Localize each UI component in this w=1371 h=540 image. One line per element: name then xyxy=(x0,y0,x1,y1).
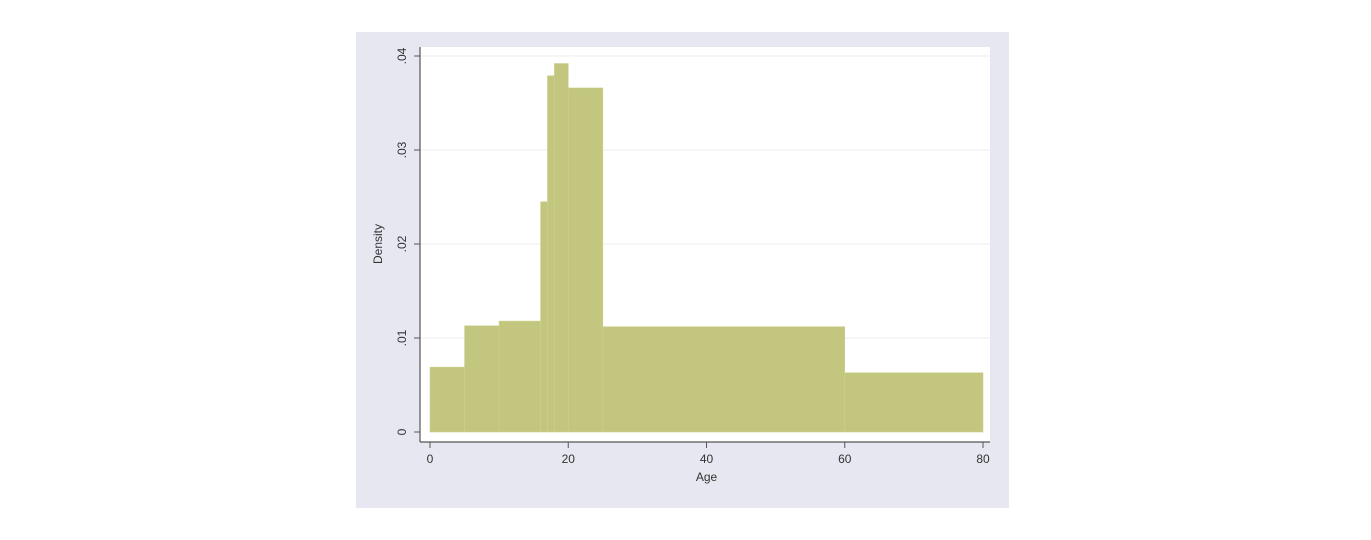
y-tick-label-2: .02 xyxy=(395,235,409,252)
histogram-bar-7 xyxy=(602,326,846,433)
histogram-bar-5 xyxy=(554,63,569,433)
x-tick-label-3: 60 xyxy=(838,452,852,466)
y-tick-label-0: 0 xyxy=(395,428,409,435)
histogram-bar-4 xyxy=(547,75,555,433)
y-tick-label-4: .04 xyxy=(395,47,409,64)
histogram-bar-0 xyxy=(429,366,465,433)
axes: 0 .01 .02 .03 .04 0 20 40 60 80 xyxy=(395,47,990,466)
x-tick-label-2: 40 xyxy=(700,452,714,466)
x-tick-label-1: 20 xyxy=(562,452,576,466)
y-axis-title: Density xyxy=(371,224,385,264)
histogram-bar-6 xyxy=(567,87,604,433)
histogram-bar-2 xyxy=(498,320,541,433)
histogram-chart: 0 .01 .02 .03 .04 0 20 40 60 80 Age Density xyxy=(371,47,990,484)
histogram-bars xyxy=(429,63,984,433)
gridlines xyxy=(420,55,990,339)
x-axis-title: Age xyxy=(696,470,718,484)
y-tick-label-3: .03 xyxy=(395,141,409,158)
histogram-bar-1 xyxy=(464,325,500,433)
chart-frame: 0 .01 .02 .03 .04 0 20 40 60 80 Age Density xyxy=(356,32,1009,508)
y-tick-label-1: .01 xyxy=(395,329,409,346)
x-tick-label-0: 0 xyxy=(427,452,434,466)
histogram-bar-3 xyxy=(540,201,548,433)
histogram-bar-8 xyxy=(844,372,984,433)
x-tick-label-4: 80 xyxy=(976,452,990,466)
